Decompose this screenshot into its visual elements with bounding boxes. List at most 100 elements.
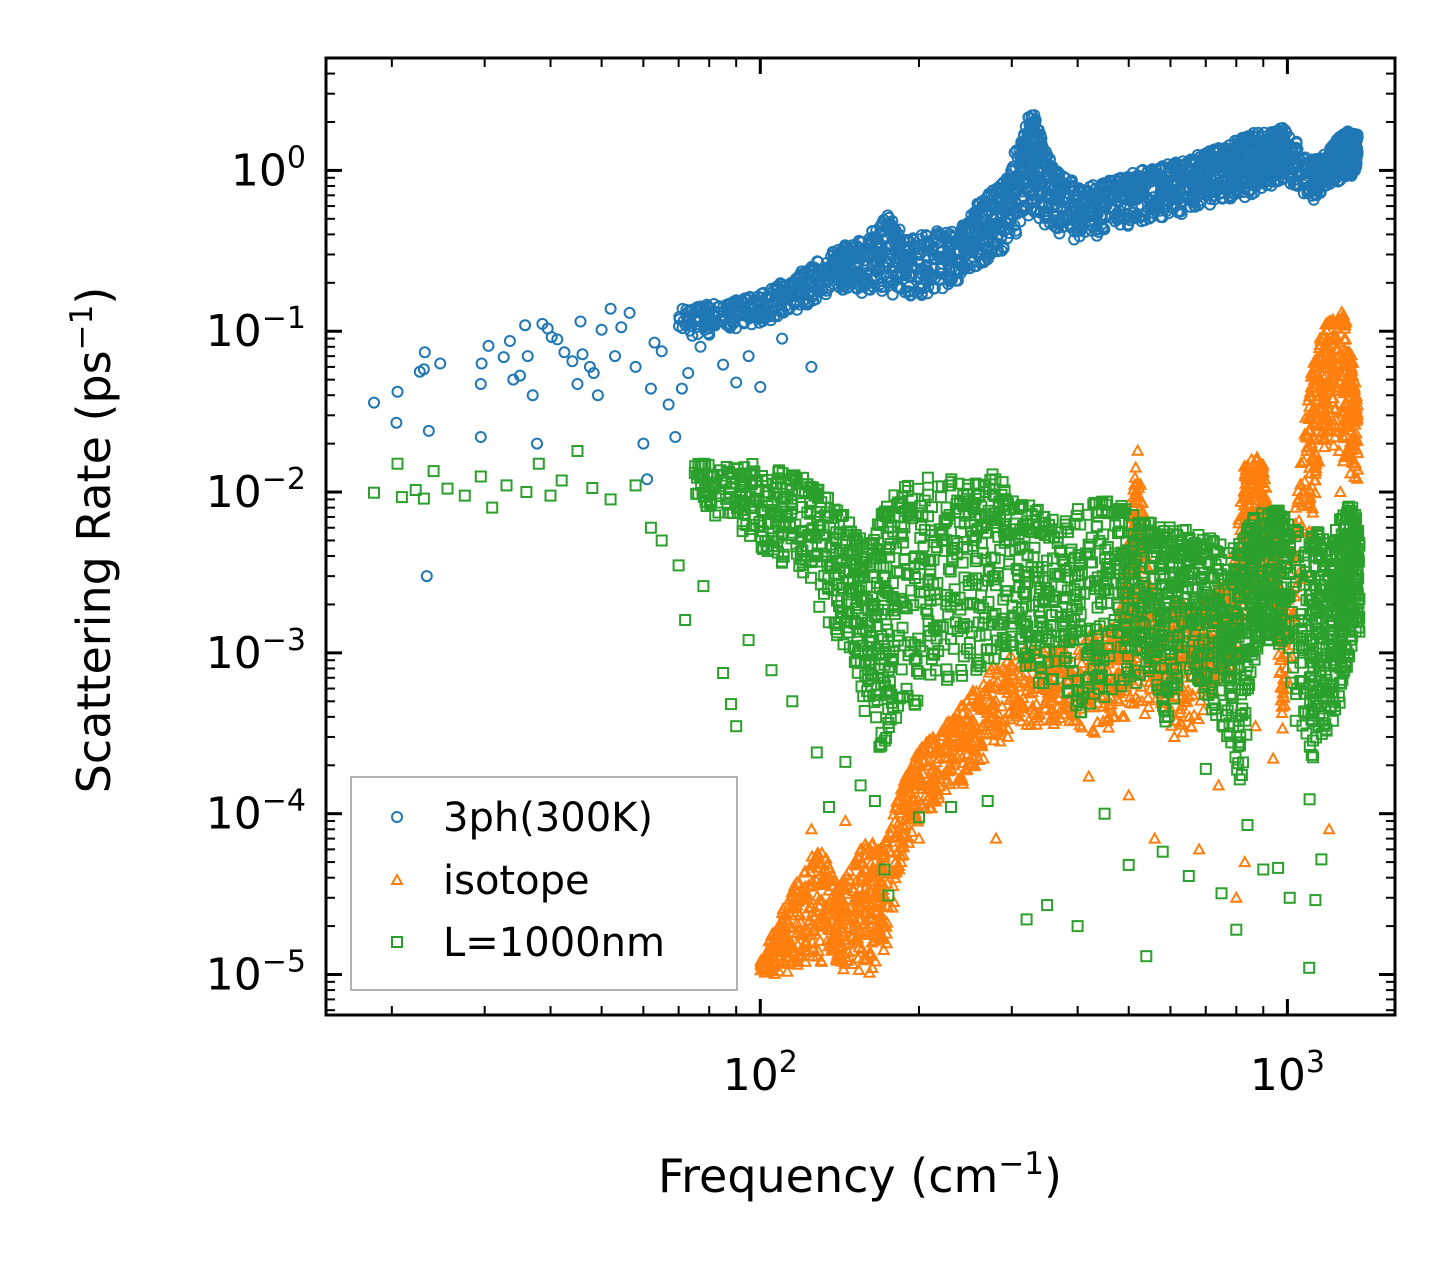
data-point xyxy=(1004,195,1017,208)
data-point xyxy=(804,822,819,835)
data-point xyxy=(763,310,776,323)
data-point xyxy=(847,249,860,261)
data-point xyxy=(701,300,714,313)
data-point xyxy=(954,267,967,280)
data-point xyxy=(807,294,820,307)
data-point xyxy=(648,336,661,349)
data-point xyxy=(819,288,832,301)
data-point xyxy=(902,234,915,247)
series-3ph(300K) xyxy=(368,109,1364,583)
data-point xyxy=(637,437,650,450)
data-point xyxy=(571,378,584,390)
data-point xyxy=(794,268,807,281)
data-point xyxy=(791,296,803,308)
data-point xyxy=(474,431,487,443)
data-point xyxy=(748,294,760,306)
data-point xyxy=(792,270,805,283)
data-point xyxy=(870,224,883,237)
data-point xyxy=(497,351,510,364)
data-point xyxy=(662,398,675,411)
data-point xyxy=(701,306,714,319)
data-point xyxy=(604,302,617,315)
data-point xyxy=(686,308,699,320)
data-point xyxy=(574,315,587,328)
data-point xyxy=(805,360,818,373)
data-point xyxy=(890,234,903,247)
data-point xyxy=(989,200,1002,213)
data-point xyxy=(943,242,956,255)
data-point xyxy=(776,332,789,345)
data-point xyxy=(718,304,730,317)
data-point xyxy=(694,340,707,353)
data-point xyxy=(915,229,928,242)
data-point xyxy=(902,258,914,271)
data-point xyxy=(1211,778,1226,791)
data-point xyxy=(615,321,628,334)
data-point xyxy=(686,329,699,342)
data-point xyxy=(951,274,964,287)
data-point xyxy=(1122,788,1136,801)
data-point xyxy=(623,306,636,319)
data-point xyxy=(890,269,902,282)
data-point xyxy=(1229,890,1243,903)
data-point xyxy=(915,282,928,295)
data-point xyxy=(756,308,769,321)
data-point xyxy=(870,270,883,283)
data-point xyxy=(434,357,447,370)
data-point xyxy=(754,381,767,393)
data-point xyxy=(691,320,704,333)
data-point xyxy=(802,279,815,292)
data-point xyxy=(1017,165,1029,178)
data-point xyxy=(641,473,654,486)
data-point xyxy=(970,218,983,231)
data-point xyxy=(1322,822,1336,835)
data-point xyxy=(927,240,940,253)
data-point xyxy=(1333,484,1347,497)
data-point xyxy=(675,382,688,395)
data-point xyxy=(422,424,435,437)
data-point xyxy=(997,242,1010,255)
data-point xyxy=(955,228,968,241)
data-point xyxy=(521,350,534,363)
data-point xyxy=(953,245,966,258)
data-point xyxy=(977,256,990,269)
data-point xyxy=(915,240,928,253)
data-point xyxy=(895,282,908,295)
data-point xyxy=(1129,460,1143,473)
data-point xyxy=(418,346,431,359)
data-point xyxy=(519,319,532,332)
data-point xyxy=(862,250,875,263)
data-point xyxy=(805,263,817,276)
data-point xyxy=(1167,729,1181,742)
data-point xyxy=(745,318,758,331)
data-point xyxy=(904,289,917,302)
data-point xyxy=(971,249,984,262)
data-point xyxy=(682,367,695,379)
data-point xyxy=(1003,200,1015,213)
data-point xyxy=(576,348,589,361)
data-point xyxy=(864,283,877,296)
data-point xyxy=(767,296,780,309)
data-point xyxy=(368,396,380,409)
data-point xyxy=(420,570,433,583)
data-point xyxy=(1004,212,1017,225)
data-point xyxy=(669,431,682,443)
data-point xyxy=(838,813,853,826)
data-point xyxy=(958,244,970,257)
data-point xyxy=(843,249,856,262)
data-point xyxy=(655,345,668,358)
data-point xyxy=(915,287,928,300)
data-point xyxy=(769,295,782,308)
data-point xyxy=(989,831,1003,844)
data-point xyxy=(1192,842,1206,855)
data-point xyxy=(591,389,604,402)
data-point xyxy=(885,248,898,261)
data-point xyxy=(742,350,755,363)
data-point xyxy=(475,357,488,370)
data-point xyxy=(566,355,579,368)
data-point xyxy=(503,335,516,347)
data-point xyxy=(1011,184,1024,197)
data-point xyxy=(902,242,915,255)
data-point xyxy=(1148,831,1162,844)
